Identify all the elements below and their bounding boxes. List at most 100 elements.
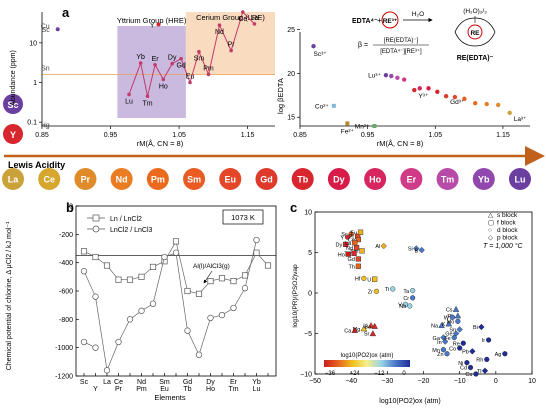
stability-point — [484, 101, 489, 107]
lanthanide-circle-eu — [219, 168, 242, 190]
vapor-point-label: Bi — [473, 325, 478, 331]
chloride-x-tick-label: Eu — [160, 386, 169, 393]
chloride-y-tick-label: -800 — [59, 317, 73, 324]
chloride-x-tick-label: Dy — [206, 379, 215, 386]
vapor-point-label: Cu — [465, 372, 472, 378]
stability-point-label: Mn²⁺ — [355, 124, 370, 131]
stability-point — [462, 96, 467, 102]
stability-point-label: La³⁺ — [514, 116, 527, 123]
side-element-y-label: Y — [10, 130, 16, 140]
abundance-chart: Yttrium Group (HRE) Cerium Group (LRE) A… — [10, 10, 275, 148]
block-legend-label: f block — [497, 220, 517, 227]
equation-re-circle — [381, 11, 399, 29]
lanthanide-label-er: Er — [407, 175, 417, 185]
colorbar-tick-label: 0 — [402, 371, 406, 377]
chloride-circle-point — [161, 253, 168, 261]
abundance-x-tick-label: 0.85 — [35, 132, 49, 139]
block-legend-symbol: △ — [488, 212, 494, 219]
vapor-y-tick-label: 0 — [308, 291, 312, 298]
vapor-y-tick-label: −5 — [304, 331, 312, 338]
chloride-x-tick-label: Tb — [183, 386, 191, 393]
vapor-point-label: Eu — [350, 230, 357, 236]
vapor-point-label: Rh — [476, 358, 483, 364]
stability-y-tick-label: 15 — [287, 115, 295, 122]
chloride-y-label: Chemical potential of chlorine, Δ μCl2 /… — [6, 221, 13, 370]
chloride-x-tick-label: Pr — [115, 386, 123, 393]
chloride-square-point — [138, 273, 145, 280]
stability-point — [452, 94, 458, 100]
chloride-circle-point — [103, 367, 111, 374]
colorbar-tick-label: −12 — [374, 371, 385, 377]
vapor-point — [344, 234, 351, 240]
lewis-acidity-label: Lewis Acidity — [8, 160, 65, 170]
vapor-point-label: Mn — [432, 348, 440, 354]
stability-y-label: log βEDTA — [276, 78, 285, 114]
chloride-series-line — [83, 239, 257, 372]
complex-center-label: RE — [470, 30, 480, 37]
colorbar-tick-label: −24 — [350, 371, 361, 377]
abundance-point-label: Gd — [176, 63, 185, 70]
stability-point-label: Y³⁺ — [418, 93, 429, 100]
vapor-point-label: Zr — [368, 290, 373, 296]
lanthanide-label-dy: Dy — [333, 175, 345, 185]
chloride-square-point — [253, 249, 260, 256]
abundance-x-label: rM(Å, CN = 8) — [137, 139, 184, 148]
chloride-square-point — [103, 262, 111, 269]
side-element-sc-label: Sc — [7, 100, 18, 110]
lanthanide-circle-ce — [38, 168, 61, 190]
aluminium-reference-arrow — [203, 270, 213, 284]
chloride-series-line — [83, 240, 269, 295]
panel-label-c: c — [290, 200, 297, 215]
chloride-y-tick-label: -400 — [59, 260, 73, 267]
abundance-point-label: Ce — [238, 16, 247, 23]
chloride-x-tick-label: Gd — [183, 379, 192, 386]
chloride-square-point — [264, 262, 272, 269]
vapor-point — [502, 351, 508, 357]
aluminium-reference-label: Al(l)/AlCl3(g) — [193, 263, 230, 270]
block-legend-symbol: ▢ — [488, 220, 494, 227]
vapor-point — [380, 242, 387, 250]
chloride-extra-point — [80, 338, 88, 346]
vapor-point — [442, 338, 449, 345]
vapor-point-label: Zn — [437, 352, 443, 358]
chloride-y-tick-label: -200 — [59, 232, 73, 239]
chloride-circle-point — [218, 311, 226, 319]
abundance-point — [161, 77, 166, 82]
abundance-ticks: 0.85 0.95 1.05 1.15 0.1 1 10 — [27, 40, 254, 139]
vapor-point — [481, 367, 489, 374]
abundance-point-label: La — [251, 15, 259, 22]
vapor-point-label: Gd — [348, 257, 355, 263]
vapor-point — [451, 334, 457, 341]
vapor-point — [413, 245, 420, 252]
vapor-x-tick-label: −30 — [381, 378, 393, 385]
yttrium-group-band — [117, 26, 186, 118]
vapor-point-label: K — [442, 322, 446, 328]
chloride-x-tick-label: Nd — [137, 379, 146, 386]
panel-label-b: b — [66, 200, 74, 215]
abundance-point-label: Sm — [194, 56, 205, 63]
vapor-point — [445, 320, 453, 327]
lanthanide-label-pr: Pr — [81, 175, 91, 185]
vapor-point — [355, 256, 362, 262]
side-element-y-circle — [3, 124, 23, 144]
abundance-x-tick-label: 1.05 — [172, 132, 186, 139]
vapor-point-label: Ho — [338, 252, 345, 258]
vapor-point — [469, 348, 476, 355]
chloride-marks — [80, 236, 272, 374]
legend-square-marker — [92, 214, 100, 222]
vapor-point-label: Y — [340, 235, 344, 241]
abundance-point-label: Eu — [186, 74, 195, 81]
vapor-point — [407, 303, 413, 309]
vapor-point-label: In — [437, 340, 442, 346]
chloride-y-tick-label: -600 — [59, 289, 73, 296]
abundance-extra-point — [156, 22, 161, 27]
vapor-x-tick-label: −20 — [418, 378, 430, 385]
vapor-point — [367, 322, 375, 328]
chloride-x-tick-label: Ce — [114, 379, 123, 386]
abundance-point — [179, 56, 183, 61]
vapor-point — [444, 351, 450, 357]
stability-point — [435, 89, 440, 95]
stability-point — [417, 86, 422, 91]
abundance-point-label: Pr — [228, 42, 236, 49]
legend-lncl2-lncl3: LnCl2 / LnCl3 — [110, 227, 153, 234]
